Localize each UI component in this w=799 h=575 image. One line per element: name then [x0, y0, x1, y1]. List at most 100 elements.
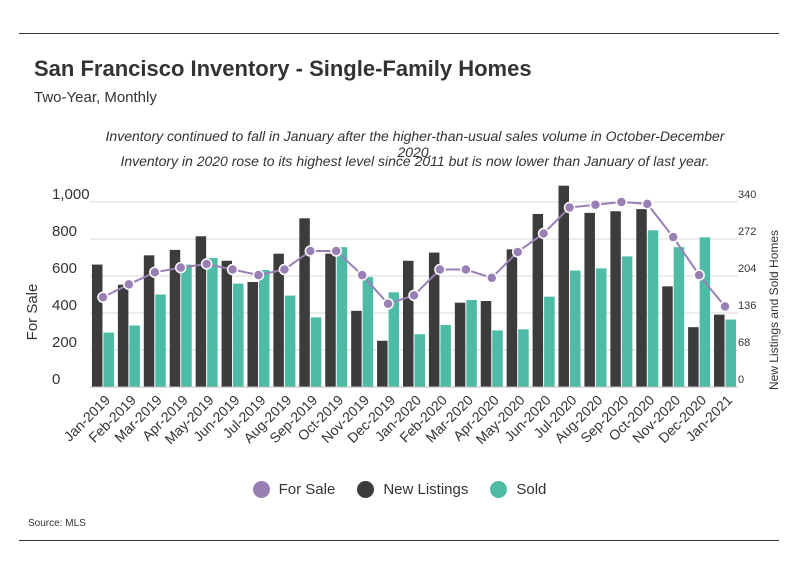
new-listings-bar — [480, 301, 492, 387]
legend-item-new-listings: New Listings — [357, 481, 468, 498]
y2-axis-label: New Listings and Sold Homes — [767, 230, 781, 390]
sold-bar — [725, 319, 737, 387]
legend-swatch-for-sale — [252, 481, 270, 498]
for-sale-point — [200, 258, 213, 270]
sold-bar — [181, 264, 192, 387]
sold-bar — [570, 270, 581, 387]
for-sale-point — [123, 278, 135, 291]
y-tick-label: 600 — [52, 260, 77, 277]
y2-tick-label: 136 — [738, 300, 756, 312]
sold-bar — [544, 296, 555, 387]
sold-bar — [518, 329, 529, 387]
y2-tick-label: 272 — [738, 226, 756, 238]
chart-title: San Francisco Inventory - Single-Family … — [34, 56, 532, 81]
sold-bar — [621, 256, 633, 387]
sold-bar — [207, 258, 218, 387]
legend: For Sale New Listings Sold — [0, 481, 799, 498]
new-listings-bar — [117, 284, 129, 387]
new-listings-bar — [273, 253, 284, 387]
for-sale-point — [226, 263, 239, 276]
new-listings-bar — [403, 260, 414, 387]
y-tick-label: 1,000 — [52, 186, 90, 203]
chart-subtitle: Two-Year, Monthly — [34, 89, 157, 106]
new-listings-bar — [91, 264, 103, 387]
sold-bar — [336, 247, 348, 387]
sold-bar — [673, 247, 685, 387]
for-sale-point — [719, 300, 731, 313]
sold-bar — [284, 295, 296, 387]
new-listings-bar — [584, 212, 595, 387]
y-tick-label: 0 — [52, 371, 60, 388]
legend-item-for-sale: For Sale — [252, 481, 336, 498]
legend-label-sold: Sold — [516, 481, 547, 498]
sold-bar — [647, 230, 659, 387]
sold-bar — [155, 294, 166, 387]
for-sale-point — [174, 261, 187, 274]
y-tick-label: 200 — [52, 334, 77, 351]
for-sale-point — [278, 263, 291, 276]
for-sale-point — [460, 263, 472, 276]
sold-bar — [440, 324, 451, 387]
for-sale-point — [408, 289, 420, 302]
for-sale-point — [149, 266, 161, 279]
new-listings-bar — [351, 310, 362, 387]
for-sale-point — [667, 231, 679, 243]
for-sale-point — [434, 263, 446, 276]
legend-swatch-new-listings — [357, 481, 375, 498]
for-sale-point — [641, 198, 654, 210]
new-listings-bar — [610, 211, 621, 387]
legend-item-sold: Sold — [490, 481, 546, 498]
new-listings-bar — [506, 249, 518, 387]
for-sale-point — [356, 269, 368, 281]
source-note: Source: MLS — [28, 518, 86, 529]
y-tick-label: 800 — [52, 223, 77, 240]
sold-bar — [233, 283, 244, 387]
new-listings-bar — [221, 260, 233, 387]
bottom-rule — [19, 540, 779, 541]
sold-bar — [466, 299, 477, 387]
new-listings-bar — [325, 253, 336, 387]
new-listings-bar — [169, 249, 181, 387]
new-listings-bar — [714, 314, 725, 387]
new-listings-bar — [428, 252, 440, 387]
for-sale-point — [589, 199, 602, 211]
y2-tick-label: 68 — [738, 337, 750, 349]
for-sale-point — [615, 196, 628, 208]
top-rule — [19, 33, 779, 34]
sold-bar — [129, 325, 140, 387]
sold-bar — [310, 317, 322, 387]
y2-tick-label: 204 — [738, 263, 756, 275]
for-sale-point — [252, 269, 265, 281]
y-axis-label: For Sale — [24, 284, 41, 341]
for-sale-point — [304, 245, 317, 257]
for-sale-point — [511, 246, 524, 258]
y-tick-label: 400 — [52, 297, 77, 314]
legend-label-for-sale: For Sale — [278, 481, 336, 498]
for-sale-point — [563, 201, 576, 214]
sold-bar — [388, 292, 400, 387]
sold-bar — [595, 268, 607, 387]
new-listings-bar — [636, 209, 647, 387]
legend-swatch-sold — [490, 481, 508, 498]
sold-bar — [414, 334, 425, 387]
for-sale-point — [486, 272, 498, 284]
for-sale-point — [97, 291, 109, 304]
for-sale-line-group — [97, 196, 731, 313]
for-sale-point — [693, 269, 705, 281]
bars-group — [91, 185, 737, 387]
new-listings-bar — [662, 286, 673, 387]
for-sale-point — [330, 245, 342, 257]
for-sale-point — [382, 298, 394, 310]
sold-bar — [103, 332, 114, 387]
new-listings-bar — [558, 185, 570, 387]
sold-bar — [258, 270, 270, 387]
annotation-line-1: Inventory continued to fall in January a… — [105, 128, 725, 160]
new-listings-bar — [299, 218, 310, 387]
sold-bar — [699, 237, 711, 387]
sold-bar — [362, 277, 374, 387]
new-listings-bar — [143, 255, 155, 387]
annotation-line-2: Inventory in 2020 rose to its highest le… — [120, 153, 710, 169]
legend-label-new-listings: New Listings — [383, 481, 469, 498]
